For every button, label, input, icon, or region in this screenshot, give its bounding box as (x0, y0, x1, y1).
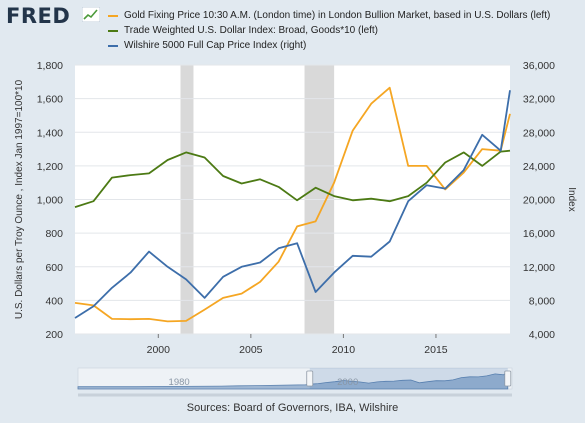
fred-logo: FRED (6, 4, 71, 28)
legend-item: Wilshire 5000 Full Cap Price Index (righ… (108, 38, 550, 53)
right-axis-label: Index (566, 187, 577, 211)
legend-label: Trade Weighted U.S. Dollar Index: Broad,… (124, 25, 379, 36)
legend-item: Gold Fixing Price 10:30 A.M. (London tim… (108, 8, 550, 23)
right-tick-label: 20,000 (523, 195, 555, 207)
x-tick-label: 2015 (424, 344, 448, 356)
legend-swatch (108, 14, 118, 17)
right-tick-label: 32,000 (523, 94, 555, 106)
right-tick-label: 8,000 (529, 295, 555, 307)
left-tick-label: 1,400 (37, 127, 63, 139)
right-tick-label: 16,000 (523, 228, 555, 240)
left-tick-label: 1,600 (37, 94, 63, 106)
x-tick-label: 2000 (147, 344, 171, 356)
x-tick-label: 2005 (239, 344, 263, 356)
left-tick-label: 1,000 (37, 195, 63, 207)
left-tick-label: 600 (45, 262, 63, 274)
right-tick-label: 12,000 (523, 262, 555, 274)
legend-swatch (108, 44, 118, 47)
right-tick-label: 36,000 (523, 60, 555, 72)
legend-label: Gold Fixing Price 10:30 A.M. (London tim… (124, 10, 551, 21)
navigator-series (77, 370, 509, 390)
navigator-handle[interactable] (306, 370, 314, 387)
x-tick-label: 2010 (332, 344, 356, 356)
left-tick-label: 800 (45, 228, 63, 240)
left-tick-label: 200 (45, 329, 63, 341)
legend: Gold Fixing Price 10:30 A.M. (London tim… (108, 8, 550, 53)
navigator-selection (309, 368, 508, 389)
navigator-handle[interactable] (504, 370, 512, 387)
legend-item: Trade Weighted U.S. Dollar Index: Broad,… (108, 23, 550, 38)
right-tick-label: 28,000 (523, 127, 555, 139)
legend-label: Wilshire 5000 Full Cap Price Index (righ… (124, 40, 307, 51)
left-tick-label: 400 (45, 295, 63, 307)
fred-chart-icon (82, 7, 100, 22)
right-tick-label: 4,000 (529, 329, 555, 341)
navigator-year-label: 1980 (169, 377, 190, 388)
series-line (74, 149, 511, 208)
legend-swatch (108, 29, 118, 32)
series-line (74, 90, 511, 319)
source-note: Sources: Board of Governors, IBA, Wilshi… (186, 402, 399, 414)
right-tick-label: 24,000 (523, 161, 555, 173)
left-tick-label: 1,800 (37, 60, 63, 72)
left-axis-label: U.S. Dollars per Troy Ounce , Index Jan … (14, 79, 25, 319)
navigator-year-label: 2000 (337, 377, 358, 388)
left-tick-label: 1,200 (37, 161, 63, 173)
